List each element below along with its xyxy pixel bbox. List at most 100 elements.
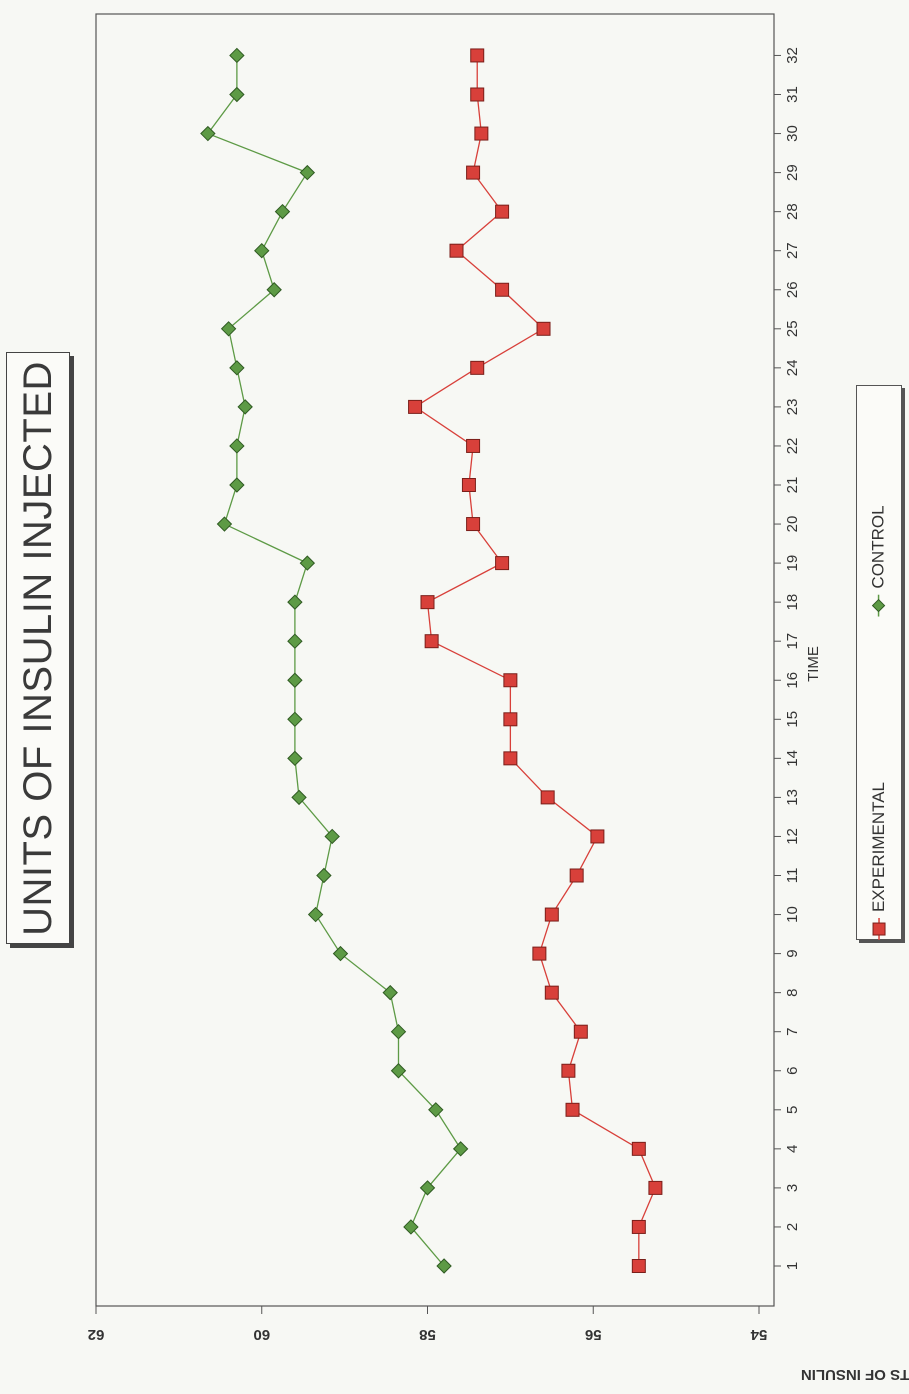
x-tick-label: 30 [784, 125, 801, 142]
x-tick-label: 27 [784, 242, 801, 259]
y-tick-label: 62 [88, 1326, 105, 1343]
data-point-control [299, 555, 316, 571]
data-point-control [299, 164, 316, 181]
data-point-control [324, 828, 340, 845]
y-axis-label: UNITS OF INSULIN [801, 1366, 909, 1383]
data-point-control [287, 633, 303, 649]
chart-title: UNITS OF INSULIN INJECTED [15, 360, 60, 936]
data-point-experimental [590, 829, 605, 844]
data-point-control [428, 1102, 444, 1118]
data-point-control [307, 906, 324, 923]
x-tick-label: 5 [784, 1106, 801, 1114]
x-tick-label: 25 [784, 320, 801, 337]
data-point-control [287, 750, 303, 767]
chart-title-box: UNITS OF INSULIN INJECTED [6, 352, 70, 944]
data-point-experimental [470, 87, 485, 102]
data-point-experimental [565, 1102, 580, 1117]
data-point-experimental [495, 204, 510, 219]
x-axis: 1234567891011121314151617181920212223242… [774, 47, 801, 1270]
x-tick-label: 31 [784, 86, 801, 103]
data-point-control [287, 594, 303, 610]
x-tick-label: 4 [784, 1145, 801, 1153]
y-tick-label: 56 [585, 1326, 602, 1343]
data-point-control [274, 203, 291, 220]
legend-item-control: CONTROL [857, 486, 901, 636]
data-point-control [200, 125, 216, 142]
data-point-experimental [573, 1024, 588, 1039]
x-tick-label: 24 [784, 360, 801, 377]
data-point-experimental [532, 946, 547, 961]
series-line-experimental [413, 55, 657, 1266]
data-point-experimental [470, 360, 485, 375]
data-point-experimental [544, 985, 559, 1000]
x-tick-label: 32 [784, 47, 801, 64]
data-point-experimental [569, 868, 584, 883]
data-point-experimental [503, 751, 518, 766]
x-tick-label: 19 [784, 555, 801, 572]
data-point-control [403, 1219, 419, 1235]
data-point-control [220, 321, 237, 337]
data-point-experimental [449, 243, 464, 258]
data-point-control [254, 242, 270, 259]
square-marker-icon [872, 918, 886, 941]
data-point-experimental [648, 1180, 663, 1195]
data-point-experimental [474, 126, 489, 141]
data-point-control [216, 516, 233, 532]
x-tick-label: 10 [784, 906, 801, 923]
data-point-experimental [495, 556, 510, 571]
data-point-control [452, 1141, 469, 1157]
x-tick-label: 2 [784, 1223, 801, 1231]
data-point-experimental [466, 517, 481, 532]
x-tick-label: 8 [784, 988, 801, 996]
x-tick-label: 28 [784, 203, 801, 220]
data-point-control [390, 1063, 407, 1079]
data-point-experimental [503, 673, 518, 688]
x-tick-label: 21 [784, 477, 801, 494]
data-point-control [229, 47, 245, 64]
data-point-experimental [420, 595, 435, 610]
x-tick-label: 1 [784, 1262, 801, 1270]
data-point-experimental [466, 438, 481, 453]
data-point-experimental [544, 907, 559, 922]
plot-frame [95, 13, 775, 1307]
x-axis-label: TIME [805, 646, 822, 682]
data-point-experimental [424, 634, 439, 649]
data-point-experimental [631, 1259, 646, 1273]
y-tick-label: 54 [750, 1326, 767, 1343]
x-tick-label: 22 [784, 438, 801, 455]
data-point-experimental [536, 321, 551, 336]
x-tick-label: 12 [784, 828, 801, 845]
x-tick-label: 23 [784, 399, 801, 416]
diamond-marker-icon [872, 594, 886, 617]
x-tick-label: 7 [784, 1028, 801, 1036]
data-point-control [291, 789, 307, 806]
legend-label-control: CONTROL [869, 505, 888, 589]
data-point-control [237, 399, 253, 415]
data-point-control [229, 477, 245, 493]
x-tick-label: 15 [784, 711, 801, 728]
data-point-control [287, 672, 303, 688]
y-axis: 54 56 58 60 62 [88, 1306, 767, 1343]
legend-item-experimental: EXPERIMENTAL [857, 782, 901, 941]
x-tick-label: 9 [784, 949, 801, 957]
legend: EXPERIMENTAL CONTROL [856, 385, 902, 941]
data-point-control [390, 1023, 407, 1040]
x-tick-label: 17 [784, 633, 801, 650]
data-point-control [419, 1180, 436, 1196]
data-point-control [229, 86, 245, 103]
data-point-experimental [540, 790, 555, 805]
x-tick-label: 29 [784, 164, 801, 181]
series-layer [200, 47, 663, 1274]
data-point-experimental [561, 1063, 576, 1078]
data-point-control [229, 360, 245, 376]
data-point-control [266, 282, 282, 298]
y-tick-label: 60 [253, 1326, 270, 1343]
legend-label-experimental: EXPERIMENTAL [869, 781, 888, 913]
series-line-control [206, 55, 462, 1267]
data-point-experimental [631, 1219, 646, 1234]
data-point-experimental [408, 399, 423, 414]
x-tick-label: 3 [784, 1184, 801, 1192]
data-point-control [316, 867, 332, 884]
x-tick-label: 18 [784, 594, 801, 611]
